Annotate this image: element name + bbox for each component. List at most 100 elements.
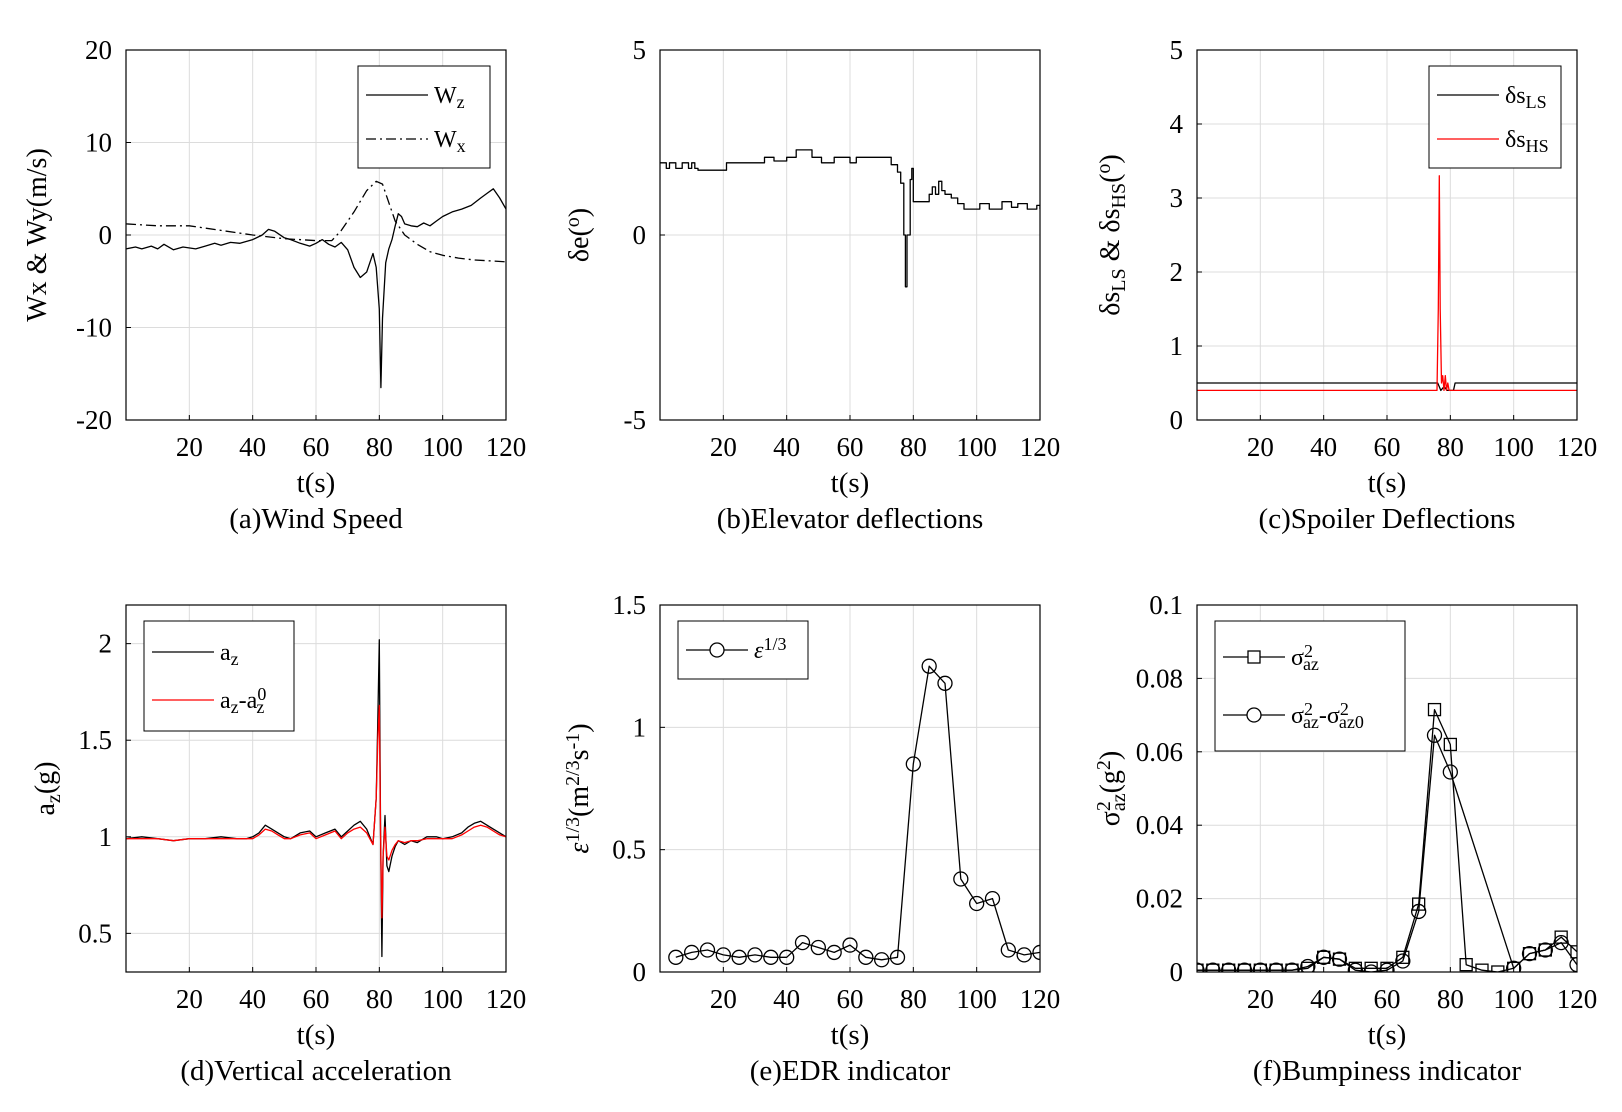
y-tick-label: 1: [99, 822, 113, 852]
series-line: [675, 665, 1040, 961]
y-tick-label: 0.08: [1136, 663, 1183, 693]
series-line: [660, 149, 1040, 288]
x-tick-label: 100: [1493, 984, 1534, 1014]
legend-box: [1428, 65, 1562, 169]
legend-label: δsHS: [1505, 127, 1549, 156]
y-axis-label-c: δsLS & δsHS(o): [1093, 154, 1130, 316]
data-point: [763, 949, 779, 965]
x-tick-label: 80: [366, 432, 393, 462]
data-point: [1348, 961, 1362, 972]
data-point: [810, 939, 826, 956]
data-point: [1236, 962, 1253, 972]
y-tick-label: 2: [99, 629, 113, 659]
legend-f: σ2 az σ2 az-σ2 az0: [1214, 620, 1406, 752]
data-point: [1426, 727, 1443, 743]
series-line: [126, 704, 506, 919]
y-tick-label: -10: [76, 313, 112, 343]
data-point: [1522, 947, 1537, 961]
x-tick-label: 60: [303, 432, 330, 462]
panel-caption-a: (a)Wind Speed: [229, 503, 403, 535]
legend-label: σ2 az-σ2 az0: [1291, 699, 1364, 732]
data-point: [1016, 947, 1032, 963]
legend-e: ε1/3: [677, 620, 809, 680]
panel-c: 20 40 60 80 100 120 0 1 2 3 4 5 t(s) (c)Spoiler Defle…: [1093, 35, 1597, 535]
x-tick-label: 60: [1374, 984, 1401, 1014]
series-c-1: [1197, 175, 1577, 392]
y-tick-label: 20: [85, 35, 112, 65]
x-tick-label: 120: [1020, 984, 1061, 1014]
x-tick-label: 20: [1247, 432, 1274, 462]
data-point: [1521, 946, 1538, 962]
x-tick-label: 20: [710, 984, 737, 1014]
data-point: [858, 949, 874, 965]
legend-box: [357, 65, 491, 169]
y-tick-label: 0: [1170, 405, 1184, 435]
series-a-0: [126, 188, 506, 389]
legend-marker: [1247, 650, 1261, 664]
data-point: [1553, 934, 1569, 951]
data-point: [1205, 962, 1221, 972]
x-tick-label: 120: [1020, 432, 1061, 462]
data-point: [1221, 962, 1237, 972]
legend-box: [143, 620, 295, 732]
data-point: [1032, 944, 1040, 961]
data-point: [1537, 942, 1553, 958]
data-point: [969, 895, 985, 912]
data-point: [953, 871, 969, 887]
data-point: [1284, 962, 1300, 972]
legend-marker: [709, 642, 725, 658]
y-tick-label: 0: [1170, 957, 1184, 987]
data-point: [937, 675, 953, 691]
panel-b: 20 40 60 80 100 120 -5 0 5 t(s) (b)Elevator deflec…: [562, 35, 1060, 535]
data-point: [747, 947, 763, 963]
data-point: [1347, 962, 1363, 972]
y-tick-label: 5: [633, 35, 647, 65]
data-point: [1300, 958, 1316, 972]
data-point: [1569, 957, 1577, 972]
data-point: [984, 890, 1001, 907]
y-tick-label: 0.06: [1136, 737, 1183, 767]
legend-label: Wz: [434, 83, 465, 112]
legend-d: az az-a0 z: [143, 620, 295, 732]
data-point: [1507, 961, 1521, 972]
data-point: [1395, 953, 1411, 969]
data-point: [1442, 764, 1458, 780]
legend-label: δsLS: [1505, 83, 1547, 112]
data-point: [1427, 702, 1442, 717]
series-a-1: [126, 180, 506, 263]
x-axis-label-e: t(s): [831, 1019, 870, 1051]
data-point: [1379, 962, 1395, 972]
data-point: [731, 949, 747, 965]
series-line: [126, 188, 506, 389]
y-tick-label: 4: [1170, 109, 1184, 139]
data-point: [874, 952, 890, 968]
data-point: [1331, 951, 1348, 967]
x-axis-label-b: t(s): [831, 467, 870, 499]
data-point: [1268, 962, 1284, 972]
panel-caption-b: (b)Elevator deflections: [717, 503, 984, 535]
y-axis-label-f: σ2az(g2): [1093, 751, 1130, 827]
panel-caption-e: (e)EDR indicator: [750, 1055, 951, 1087]
y-tick-label: 1: [1170, 331, 1184, 361]
y-tick-label: 1: [633, 712, 647, 742]
panel-f: 20 40 60 80 100 120 0 0.02 0.04 0.06 0.08 0.1 t(s) (f…: [1093, 590, 1597, 1087]
data-point: [889, 949, 906, 965]
y-tick-label: 5: [1170, 35, 1184, 65]
data-point: [668, 949, 684, 965]
y-tick-label: 0.5: [612, 835, 646, 865]
data-point: [699, 942, 716, 958]
data-point: [1316, 949, 1332, 965]
legend-box: [1214, 620, 1406, 752]
data-point: [684, 944, 700, 961]
legend-label: az-a0 z: [220, 684, 266, 717]
y-tick-label: 0: [633, 957, 647, 987]
y-tick-label: 0.5: [78, 918, 112, 948]
x-axis-label-d: t(s): [297, 1019, 336, 1051]
y-axis-label-e: ε1/3(m2/3s-1): [562, 723, 595, 853]
x-tick-label: 80: [900, 432, 927, 462]
y-tick-label: -20: [76, 405, 112, 435]
x-tick-label: 120: [486, 432, 527, 462]
x-tick-label: 60: [1374, 432, 1401, 462]
x-tick-label: 100: [956, 432, 997, 462]
y-tick-label: 0.04: [1136, 810, 1184, 840]
